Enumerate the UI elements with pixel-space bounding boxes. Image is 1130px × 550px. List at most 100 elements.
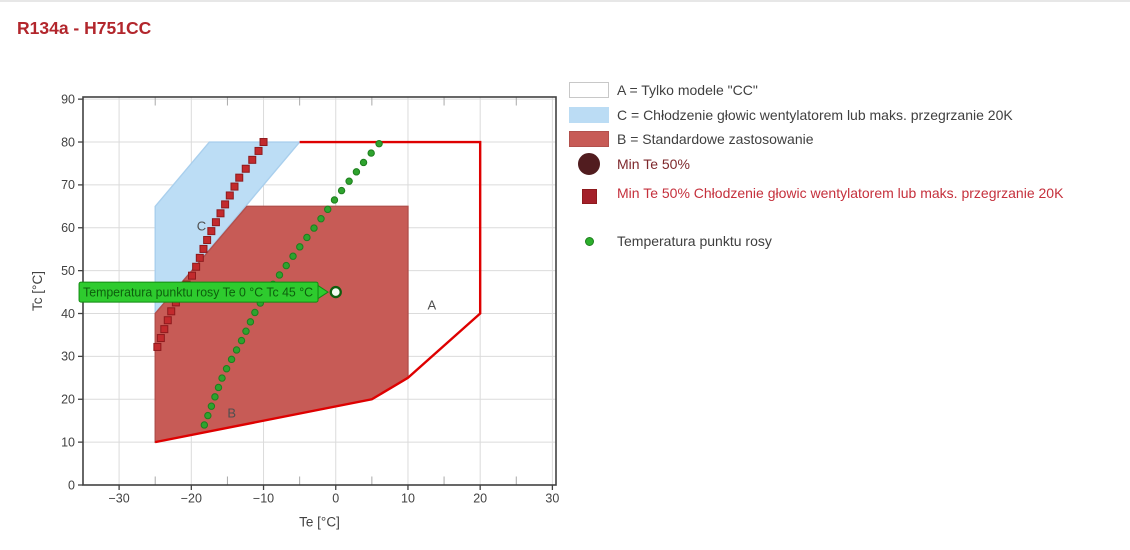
green-dot-marker	[584, 236, 594, 246]
square-marker	[207, 227, 216, 236]
square-marker	[203, 236, 212, 245]
dot-marker	[296, 243, 304, 251]
legend-label: Temperatura punktu rosy	[617, 233, 772, 249]
square-marker	[230, 182, 239, 191]
dot-marker	[317, 215, 325, 223]
region-C	[154, 141, 302, 316]
legend-item-5[interactable]: Min Te 50% Chłodzenie głowic wentylatore…	[569, 185, 1063, 204]
legend-label: C = Chłodzenie głowic wentylatorem lub m…	[617, 106, 1013, 123]
y-tick-label: 60	[61, 221, 75, 235]
dot-marker	[330, 196, 339, 204]
y-tick-label: 10	[61, 435, 75, 449]
x-tick-label: 0	[332, 492, 339, 506]
y-tick-label: 70	[61, 178, 75, 192]
dot-marker	[227, 355, 236, 364]
region-A-outline	[154, 140, 482, 444]
x-tick-label: 10	[401, 492, 415, 506]
legend-marker-col	[569, 82, 609, 98]
tooltip-text: Temperatura punktu rosy Te 0 °C Tc 45 °C	[83, 285, 313, 300]
square-marker	[216, 209, 225, 218]
dot-marker	[222, 365, 231, 373]
highlighted-point-ring[interactable]	[329, 285, 342, 299]
white-area-swatch	[569, 82, 609, 98]
region-label-C: C	[197, 219, 206, 234]
square-marker	[254, 146, 263, 155]
legend-marker-col	[569, 153, 609, 175]
dot-marker	[232, 346, 241, 354]
dot-marker	[367, 149, 375, 157]
region-label-A: A	[427, 297, 436, 312]
dot-marker	[337, 186, 346, 195]
dot-marker	[282, 261, 290, 270]
square-marker	[192, 262, 201, 271]
tooltip-arrow	[317, 284, 329, 300]
legend-label: B = Standardowe zastosowanie	[617, 131, 814, 147]
square-marker	[221, 200, 230, 209]
y-tick-label: 20	[61, 393, 75, 407]
x-tick-label: 20	[473, 492, 487, 506]
y-axis-title: Tc [°C]	[30, 271, 45, 311]
y-tick-label: 80	[61, 135, 75, 149]
square-marker	[225, 191, 234, 200]
y-tick-label: 40	[61, 307, 75, 321]
y-tick-label: 0	[68, 478, 75, 492]
square-marker	[259, 138, 268, 147]
dot-marker	[375, 140, 383, 148]
dot-marker	[214, 383, 223, 392]
chart-title: R134a - H751CC	[17, 18, 152, 38]
tooltip: Temperatura punktu rosy Te 0 °C Tc 45 °C	[78, 281, 342, 303]
dot-marker	[251, 308, 259, 317]
legend-item-3[interactable]: B = Standardowe zastosowanie	[569, 131, 814, 147]
dot-marker	[324, 205, 332, 214]
red-area-swatch	[569, 131, 609, 147]
dot-marker	[359, 158, 368, 167]
dot-marker	[237, 336, 246, 345]
x-axis-title: Te [°C]	[299, 515, 340, 530]
dot-marker	[310, 224, 318, 232]
square-marker	[163, 316, 172, 325]
legend-marker-col	[569, 131, 609, 147]
x-tick-label: −20	[181, 492, 202, 506]
y-tick-label: 90	[61, 92, 75, 106]
y-tick-label: 50	[61, 264, 75, 278]
square-marker	[211, 218, 220, 227]
legend-marker-col	[569, 189, 609, 204]
region-label-B: B	[227, 405, 236, 420]
dot-marker	[345, 177, 353, 185]
square-marker	[235, 173, 244, 182]
square-marker	[188, 271, 197, 280]
square-marker	[153, 342, 162, 351]
dot-marker	[218, 374, 226, 382]
legend-item-6[interactable]: Temperatura punktu rosy	[569, 233, 772, 249]
legend-marker-col	[569, 236, 609, 246]
square-marker	[241, 164, 250, 173]
dark-circle-marker	[578, 153, 600, 175]
blue-area-swatch	[569, 106, 609, 123]
dot-marker	[211, 393, 219, 401]
dot-marker	[207, 402, 216, 410]
legend-item-4[interactable]: Min Te 50%	[569, 153, 690, 175]
legend-item-2[interactable]: C = Chłodzenie głowic wentylatorem lub m…	[569, 106, 1013, 123]
square-marker	[156, 334, 165, 343]
x-tick-label: −10	[253, 492, 274, 506]
series-square	[153, 138, 268, 351]
legend-label: Min Te 50%	[617, 156, 690, 172]
chart-plot-area[interactable]: −30 −20 −10 0 10 20 30 0 10 20 30 40 50 60 70 80 90 Te [°…	[0, 2, 600, 550]
x-tick-label: −30	[108, 492, 129, 506]
y-tick-label: 30	[61, 350, 75, 364]
legend-marker-col	[569, 106, 609, 123]
dot-marker	[246, 318, 255, 326]
square-marker	[195, 253, 204, 262]
square-marker	[248, 155, 257, 164]
legend-item-1[interactable]: A = Tylko modele "CC"	[569, 82, 758, 98]
dot-marker	[204, 411, 212, 420]
dot-marker	[303, 233, 311, 242]
dark-square-marker	[581, 189, 597, 204]
x-tick-label: 30	[545, 492, 559, 506]
square-marker	[199, 244, 208, 253]
dot-marker	[275, 271, 284, 279]
legend-label: A = Tylko modele "CC"	[617, 82, 758, 98]
square-marker	[160, 325, 169, 334]
legend-label: Min Te 50% Chłodzenie głowic wentylatore…	[617, 185, 1064, 201]
